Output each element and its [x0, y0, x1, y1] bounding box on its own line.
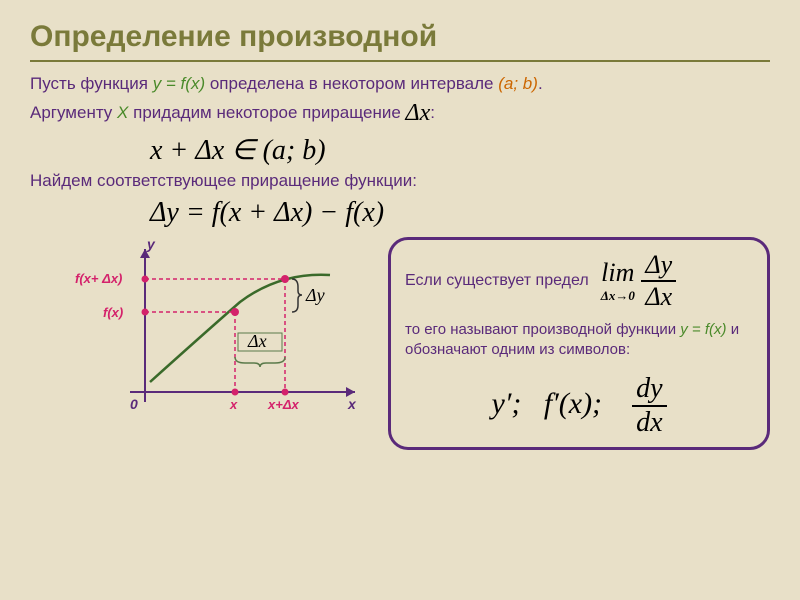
limit-row: Если существует предел lim Δx→0 Δy Δx — [405, 250, 753, 312]
func-green: y = f(x) — [153, 74, 205, 93]
desc-text-1: то его называют производной функции — [405, 321, 680, 338]
graph: y x 0 f(x+ Δx) f(x) x x+Δx — [30, 237, 370, 437]
dy-brace-label: Δy — [305, 285, 325, 305]
text: определена в некотором интервале — [205, 74, 498, 93]
lim-sub: Δx→0 — [601, 288, 635, 304]
y-axis-label: y — [146, 237, 156, 252]
definition-box: Если существует предел lim Δx→0 Δy Δx то… — [388, 237, 770, 450]
fx-dx-label: f(x+ Δx) — [75, 271, 122, 286]
func-green-2: y = f(x) — [680, 321, 726, 338]
text: Пусть функция — [30, 74, 153, 93]
frac-den: Δx — [641, 282, 676, 312]
xdx-tick: x+Δx — [267, 397, 300, 412]
line-1: Пусть функция y = f(x) определена в неко… — [30, 74, 770, 94]
dx-box-label: Δx — [247, 331, 267, 351]
desc: то его называют производной функции y = … — [405, 320, 753, 359]
lower-section: y x 0 f(x+ Δx) f(x) x x+Δx — [30, 237, 770, 450]
formula-dy: Δy = f(x + Δx) − f(x) — [150, 197, 770, 229]
delta-x: Δx — [406, 100, 431, 126]
frac-num: Δy — [641, 250, 676, 282]
text: : — [430, 103, 435, 122]
text: . — [538, 74, 543, 93]
x-axis-label: x — [347, 396, 357, 412]
notation-text: y′; f′(x); — [492, 387, 603, 420]
formula-interval: x + Δx ∈ (a; b) — [150, 133, 770, 167]
curve — [150, 275, 330, 382]
limit-text: Если существует предел — [405, 272, 589, 290]
dx: dx — [632, 407, 666, 439]
page-title: Определение производной — [30, 20, 770, 62]
fx-label: f(x) — [103, 305, 123, 320]
dy: dy — [632, 373, 666, 407]
text: Аргументу — [30, 103, 117, 122]
lim: lim — [601, 258, 634, 287]
origin-label: 0 — [130, 396, 138, 412]
x-tick: x — [229, 397, 238, 412]
notation: y′; f′(x); dy dx — [405, 373, 753, 439]
limit-expr: lim Δx→0 Δy Δx — [601, 250, 676, 312]
interval-orange: (a; b) — [498, 74, 538, 93]
line-3: Найдем соответствующее приращение функци… — [30, 171, 770, 191]
x-green: X — [117, 103, 128, 122]
limit-fraction: Δy Δx — [641, 250, 676, 312]
text: придадим некоторое приращение — [128, 103, 405, 122]
line-2: Аргументу X придадим некоторое приращени… — [30, 100, 770, 127]
dy-dx-fraction: dy dx — [632, 373, 666, 439]
